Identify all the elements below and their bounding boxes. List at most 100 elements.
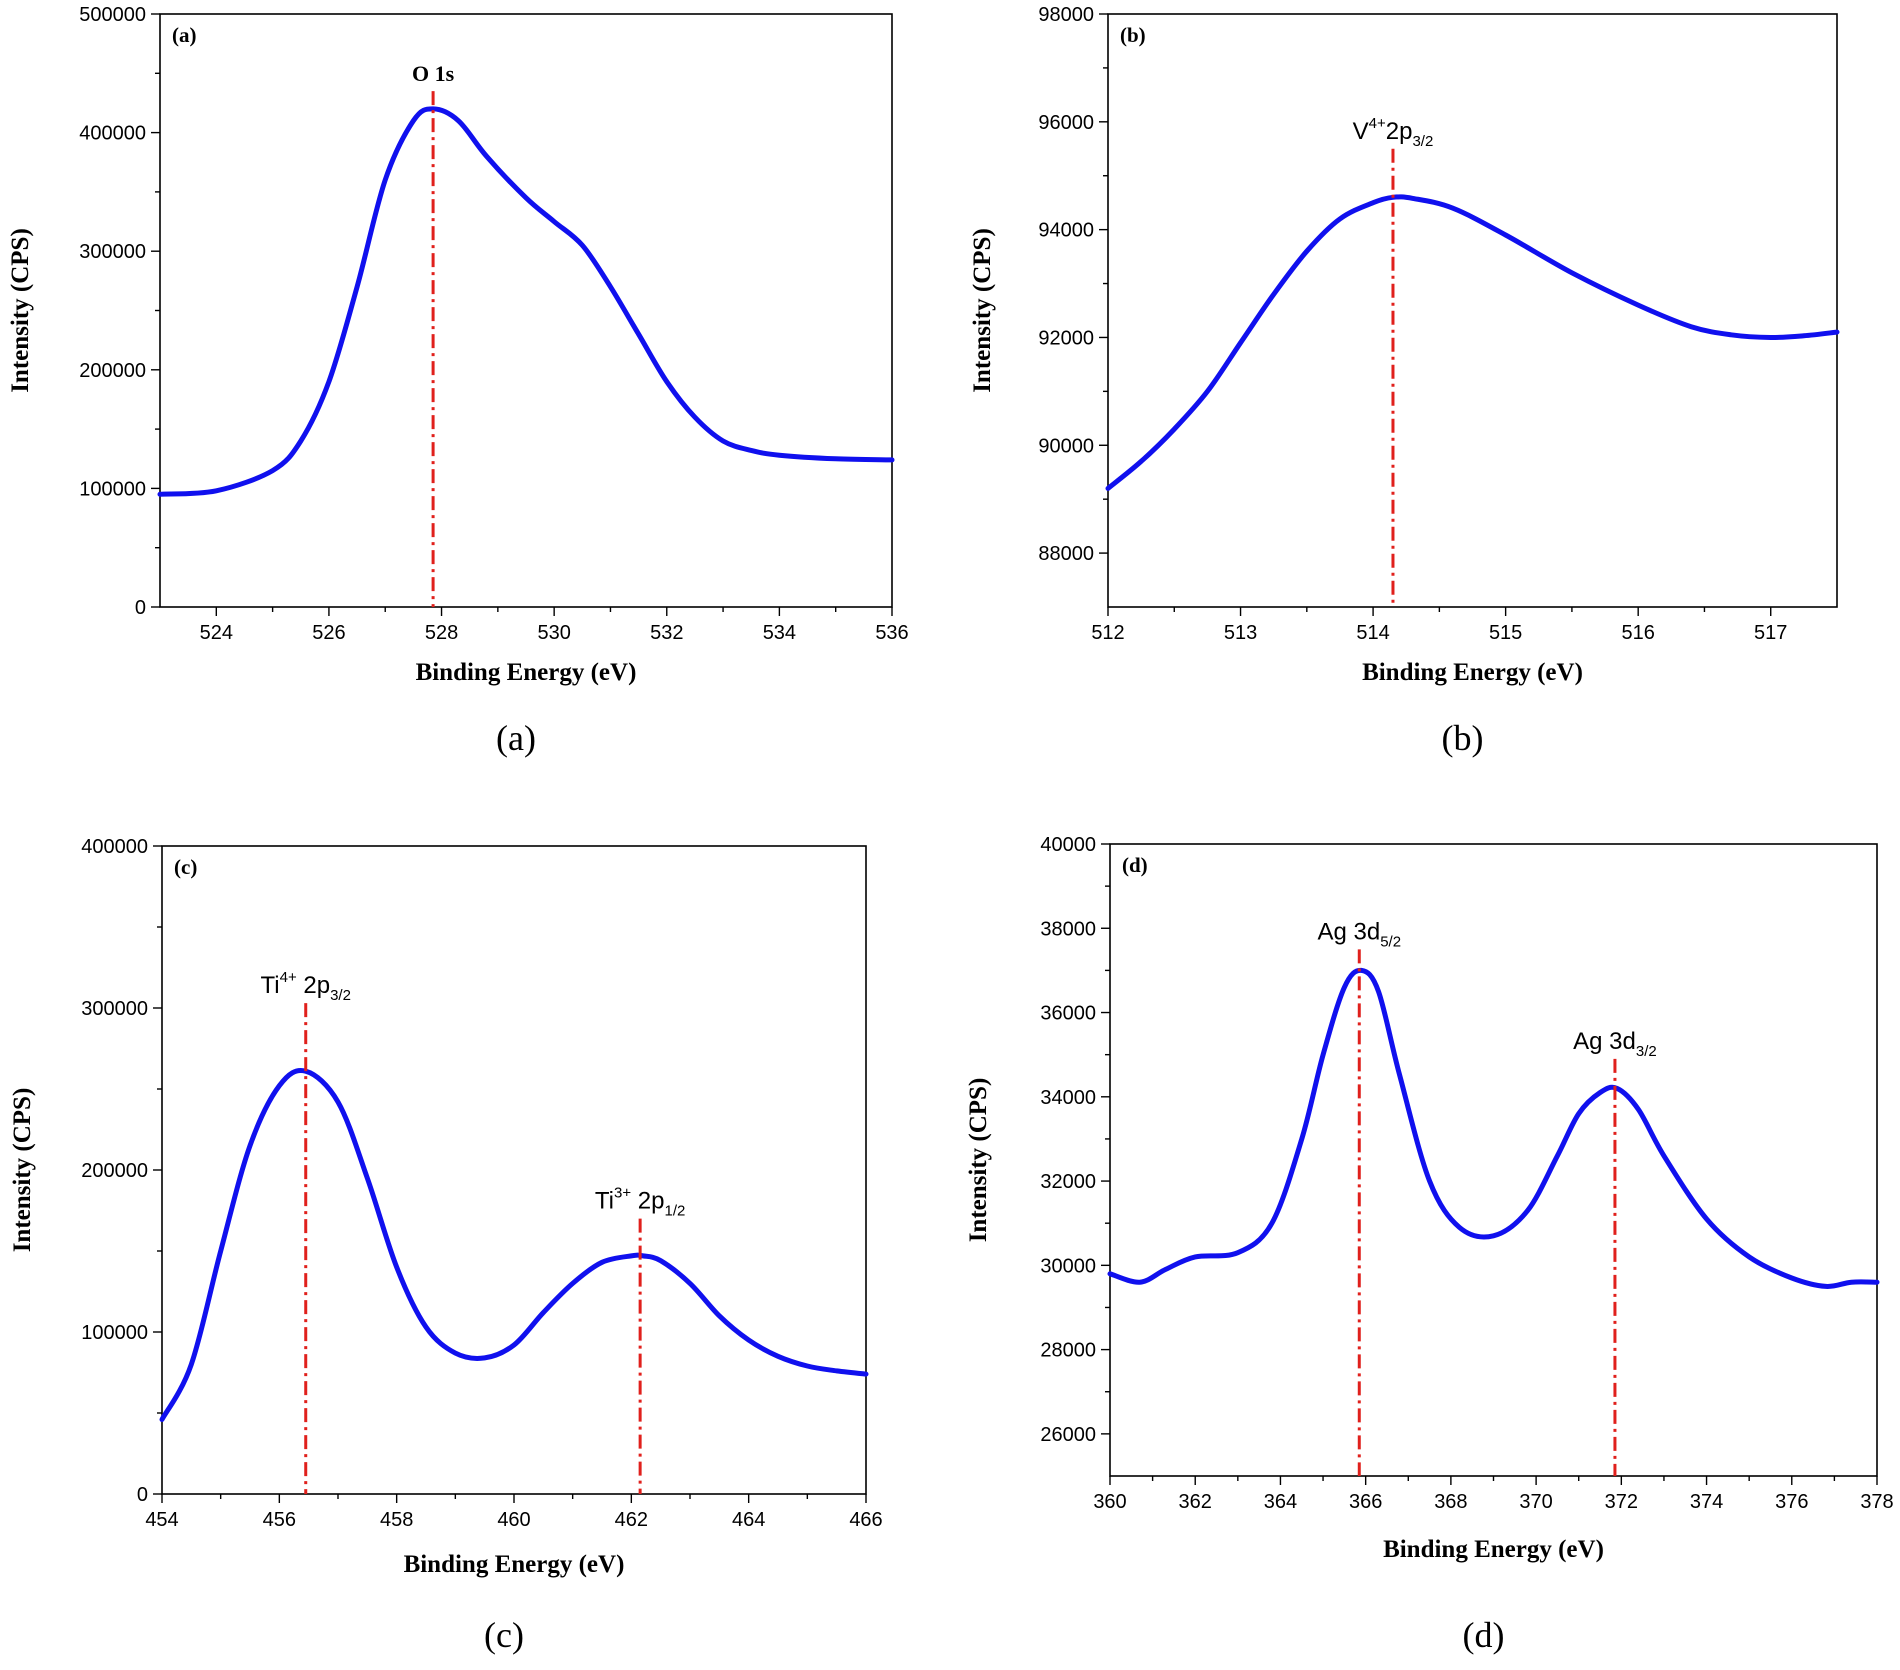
x-tick-label: 460 [497,1509,530,1531]
peak-label-main: Ti [261,972,280,999]
peak-label-superscript: 4+ [280,969,297,986]
y-tick-label: 94000 [1038,220,1094,242]
x-tick-label: 374 [1690,1491,1723,1513]
x-tick-label: 454 [145,1509,178,1531]
peak-label: O 1s [412,61,455,86]
y-axis-title: Intensity (CPS) [9,1088,36,1253]
x-axis-title: Binding Energy (eV) [1362,659,1583,686]
peak-label: V4+2p3/2 [1353,115,1434,150]
y-tick-label: 40000 [1040,834,1096,856]
y-axis-title: Intensity (CPS) [965,1078,992,1243]
y-tick-label: 30000 [1040,1255,1096,1277]
peak-label: Ag 3d3/2 [1573,1028,1657,1060]
y-tick-label: 32000 [1040,1171,1096,1193]
peak-label: Ag 3d5/2 [1317,918,1401,950]
x-tick-label: 366 [1349,1491,1382,1513]
panel-tag: (d) [1122,853,1148,877]
series-line [159,1068,869,1422]
y-axis-title: Intensity (CPS) [969,228,996,393]
x-tick-label: 534 [763,622,796,644]
x-axis-title: Binding Energy (eV) [416,659,637,686]
plot-frame [1109,843,1878,1477]
y-tick-label: 88000 [1038,543,1094,565]
y-tick-label: 300000 [81,998,148,1020]
y-tick-label: 0 [137,1484,148,1506]
x-axis-title: Binding Energy (eV) [404,1551,625,1578]
x-tick-label: 526 [312,622,345,644]
x-tick-label: 512 [1091,622,1124,644]
peak-label-main: V [1353,118,1369,145]
panel-tag: (a) [172,23,197,47]
peak-label: Ti4+ 2p3/2 [261,969,351,1004]
series-line [157,106,895,497]
x-tick-label: 513 [1224,622,1257,644]
chart-panel-b: 512 513 514 515 516 517 88000 90000 92000 94000 96… [969,4,1840,758]
y-tick-label: 28000 [1040,1340,1096,1362]
x-tick-label: 370 [1519,1491,1552,1513]
y-tick-label: 98000 [1038,4,1094,26]
peak-label-superscript: 3+ [614,1185,631,1202]
peak-label-orbital: 2p [1386,118,1413,145]
peak-label-subscript: 3/2 [1412,133,1433,150]
panel-caption: (c) [484,1615,524,1655]
peak-label-main: Ag 3d [1573,1028,1636,1055]
series-line [1105,194,1840,491]
y-tick-label: 400000 [79,123,146,145]
y-tick-label: 90000 [1038,435,1094,457]
y-tick-label: 36000 [1040,1003,1096,1025]
peak-label-subscript: 3/2 [1636,1043,1657,1060]
y-tick-label: 96000 [1038,112,1094,134]
x-tick-label: 362 [1179,1491,1212,1513]
x-tick-label: 378 [1860,1491,1893,1513]
panel-tag: (b) [1120,23,1146,47]
peak-label: Ti3+ 2p1/2 [595,1185,685,1220]
peak-label-orbital: 2p [297,972,330,999]
plot-frame [1107,13,1838,608]
peak-label-orbital: 2p [631,1188,664,1215]
x-tick-label: 360 [1093,1491,1126,1513]
y-tick-label: 300000 [79,241,146,263]
plot-frame [161,845,867,1495]
x-tick-label: 517 [1754,622,1787,644]
chart-panel-a: 524 526 528 530 532 534 536 0 100000 200000 300000… [7,4,909,758]
x-tick-label: 532 [650,622,683,644]
y-tick-label: 500000 [79,4,146,26]
peak-label-subscript: 5/2 [1380,933,1401,950]
peak-label-main: Ti [595,1188,614,1215]
x-tick-label: 368 [1434,1491,1467,1513]
x-tick-label: 364 [1264,1491,1297,1513]
y-axis-title: Intensity (CPS) [7,228,34,393]
peak-label-superscript: 4+ [1369,115,1386,132]
panel-tag: (c) [174,855,197,879]
x-tick-label: 372 [1605,1491,1638,1513]
y-tick-label: 100000 [81,1322,148,1344]
x-tick-label: 456 [263,1509,296,1531]
x-tick-label: 528 [425,622,458,644]
x-axis-title: Binding Energy (eV) [1383,1536,1604,1563]
x-tick-label: 515 [1489,622,1522,644]
x-tick-label: 458 [380,1509,413,1531]
panel-caption: (a) [496,718,536,758]
peak-label-subscript: 1/2 [665,1203,686,1220]
chart-panel-c: 454 456 458 460 462 464 466 0 100000 200000 300000… [9,836,883,1655]
plot-frame [159,13,893,608]
peak-label-subscript: 3/2 [330,987,351,1004]
y-tick-label: 0 [135,597,146,619]
y-tick-label: 92000 [1038,327,1094,349]
x-tick-label: 516 [1621,622,1654,644]
y-tick-label: 100000 [79,478,146,500]
peak-label-main: O 1s [412,61,455,86]
peak-label-main: Ag 3d [1317,918,1380,945]
series-line [1107,967,1880,1289]
y-tick-label: 200000 [79,360,146,382]
y-tick-label: 34000 [1040,1087,1096,1109]
x-tick-label: 466 [849,1509,882,1531]
y-tick-label: 38000 [1040,918,1096,940]
x-tick-label: 514 [1356,622,1389,644]
panel-caption: (d) [1463,1615,1505,1655]
panel-caption: (b) [1442,718,1484,758]
y-tick-label: 200000 [81,1160,148,1182]
y-tick-label: 26000 [1040,1424,1096,1446]
y-tick-label: 400000 [81,836,148,858]
